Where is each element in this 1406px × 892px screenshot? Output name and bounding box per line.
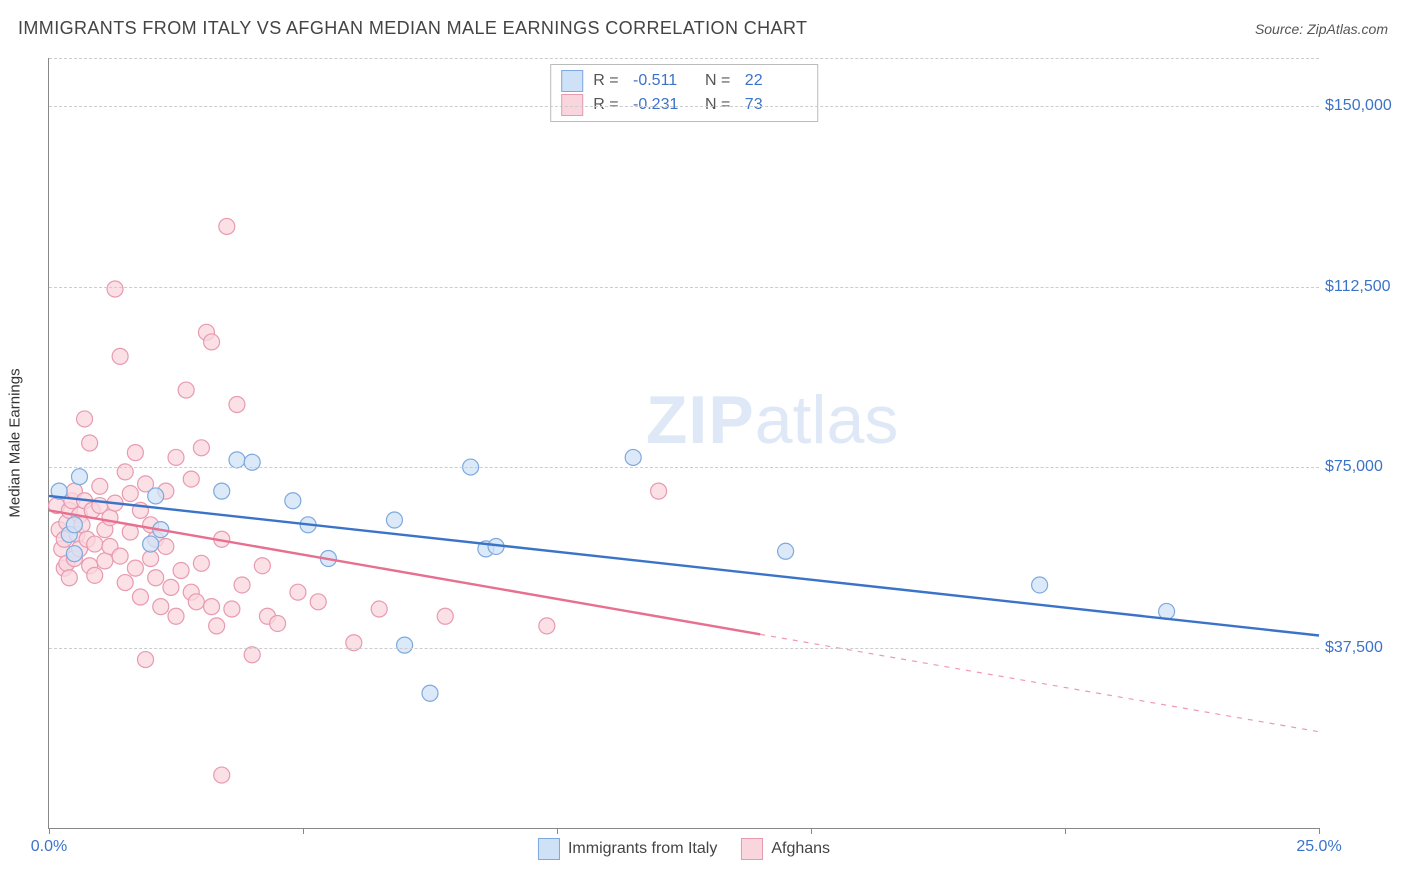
chart-title: IMMIGRANTS FROM ITALY VS AFGHAN MEDIAN M… bbox=[18, 18, 807, 39]
grid-line-h bbox=[49, 58, 1319, 59]
y-tick-label: $37,500 bbox=[1325, 639, 1383, 657]
y-tick-label: $112,500 bbox=[1325, 278, 1391, 296]
regression-line bbox=[49, 496, 1319, 636]
data-point bbox=[77, 411, 93, 427]
data-point bbox=[158, 538, 174, 554]
y-axis-label: Median Male Earnings bbox=[7, 368, 24, 517]
x-tick-label: 25.0% bbox=[1296, 838, 1341, 856]
data-point bbox=[437, 608, 453, 624]
series-legend: Immigrants from Italy Afghans bbox=[538, 838, 830, 860]
data-point bbox=[97, 553, 113, 569]
data-point bbox=[625, 449, 641, 465]
source-attribution: Source: ZipAtlas.com bbox=[1255, 21, 1388, 37]
data-point bbox=[778, 543, 794, 559]
x-tick bbox=[557, 828, 558, 834]
data-point bbox=[112, 348, 128, 364]
regression-line-extrapolated bbox=[760, 634, 1319, 731]
data-point bbox=[71, 469, 87, 485]
data-point bbox=[112, 548, 128, 564]
data-point bbox=[290, 584, 306, 600]
data-point bbox=[193, 440, 209, 456]
y-tick-label: $75,000 bbox=[1325, 458, 1383, 476]
legend-label-series-1: Afghans bbox=[771, 840, 830, 858]
grid-line-h bbox=[49, 106, 1319, 107]
data-point bbox=[204, 599, 220, 615]
data-point bbox=[310, 594, 326, 610]
data-point bbox=[87, 536, 103, 552]
x-tick bbox=[1065, 828, 1066, 834]
x-tick bbox=[49, 828, 50, 834]
data-point bbox=[229, 452, 245, 468]
data-point bbox=[173, 563, 189, 579]
data-point bbox=[397, 637, 413, 653]
plot-area: Median Male Earnings R = -0.511 N = 22 R… bbox=[48, 58, 1319, 829]
data-point bbox=[219, 218, 235, 234]
legend-item-series-1: Afghans bbox=[741, 838, 830, 860]
data-point bbox=[127, 560, 143, 576]
x-tick-label: 0.0% bbox=[31, 838, 67, 856]
legend-swatch-series-1 bbox=[741, 838, 763, 860]
data-point bbox=[107, 281, 123, 297]
data-point bbox=[244, 647, 260, 663]
data-point bbox=[214, 767, 230, 783]
data-point bbox=[143, 536, 159, 552]
data-point bbox=[188, 594, 204, 610]
data-point bbox=[148, 488, 164, 504]
data-point bbox=[132, 589, 148, 605]
data-point bbox=[270, 615, 286, 631]
data-point bbox=[127, 445, 143, 461]
data-point bbox=[66, 517, 82, 533]
x-tick bbox=[303, 828, 304, 834]
data-point bbox=[371, 601, 387, 617]
data-point bbox=[651, 483, 667, 499]
data-point bbox=[163, 579, 179, 595]
data-point bbox=[168, 449, 184, 465]
data-point bbox=[178, 382, 194, 398]
x-tick bbox=[811, 828, 812, 834]
data-point bbox=[122, 486, 138, 502]
data-point bbox=[61, 570, 77, 586]
data-point bbox=[214, 483, 230, 499]
data-point bbox=[229, 397, 245, 413]
y-tick-label: $150,000 bbox=[1325, 97, 1392, 115]
data-point bbox=[143, 551, 159, 567]
grid-line-h bbox=[49, 467, 1319, 468]
data-point bbox=[1032, 577, 1048, 593]
data-point bbox=[254, 558, 270, 574]
data-point bbox=[193, 555, 209, 571]
chart-svg bbox=[49, 58, 1319, 828]
data-point bbox=[82, 435, 98, 451]
data-point bbox=[234, 577, 250, 593]
data-point bbox=[87, 567, 103, 583]
legend-swatch-series-0 bbox=[538, 838, 560, 860]
data-point bbox=[117, 575, 133, 591]
data-point bbox=[224, 601, 240, 617]
grid-line-h bbox=[49, 648, 1319, 649]
data-point bbox=[422, 685, 438, 701]
data-point bbox=[386, 512, 402, 528]
data-point bbox=[183, 471, 199, 487]
data-point bbox=[168, 608, 184, 624]
data-point bbox=[539, 618, 555, 634]
data-point bbox=[66, 546, 82, 562]
data-point bbox=[148, 570, 164, 586]
legend-label-series-0: Immigrants from Italy bbox=[568, 840, 717, 858]
data-point bbox=[204, 334, 220, 350]
data-point bbox=[138, 652, 154, 668]
data-point bbox=[92, 478, 108, 494]
x-tick bbox=[1319, 828, 1320, 834]
legend-item-series-0: Immigrants from Italy bbox=[538, 838, 717, 860]
data-point bbox=[285, 493, 301, 509]
data-point bbox=[209, 618, 225, 634]
data-point bbox=[153, 599, 169, 615]
grid-line-h bbox=[49, 287, 1319, 288]
